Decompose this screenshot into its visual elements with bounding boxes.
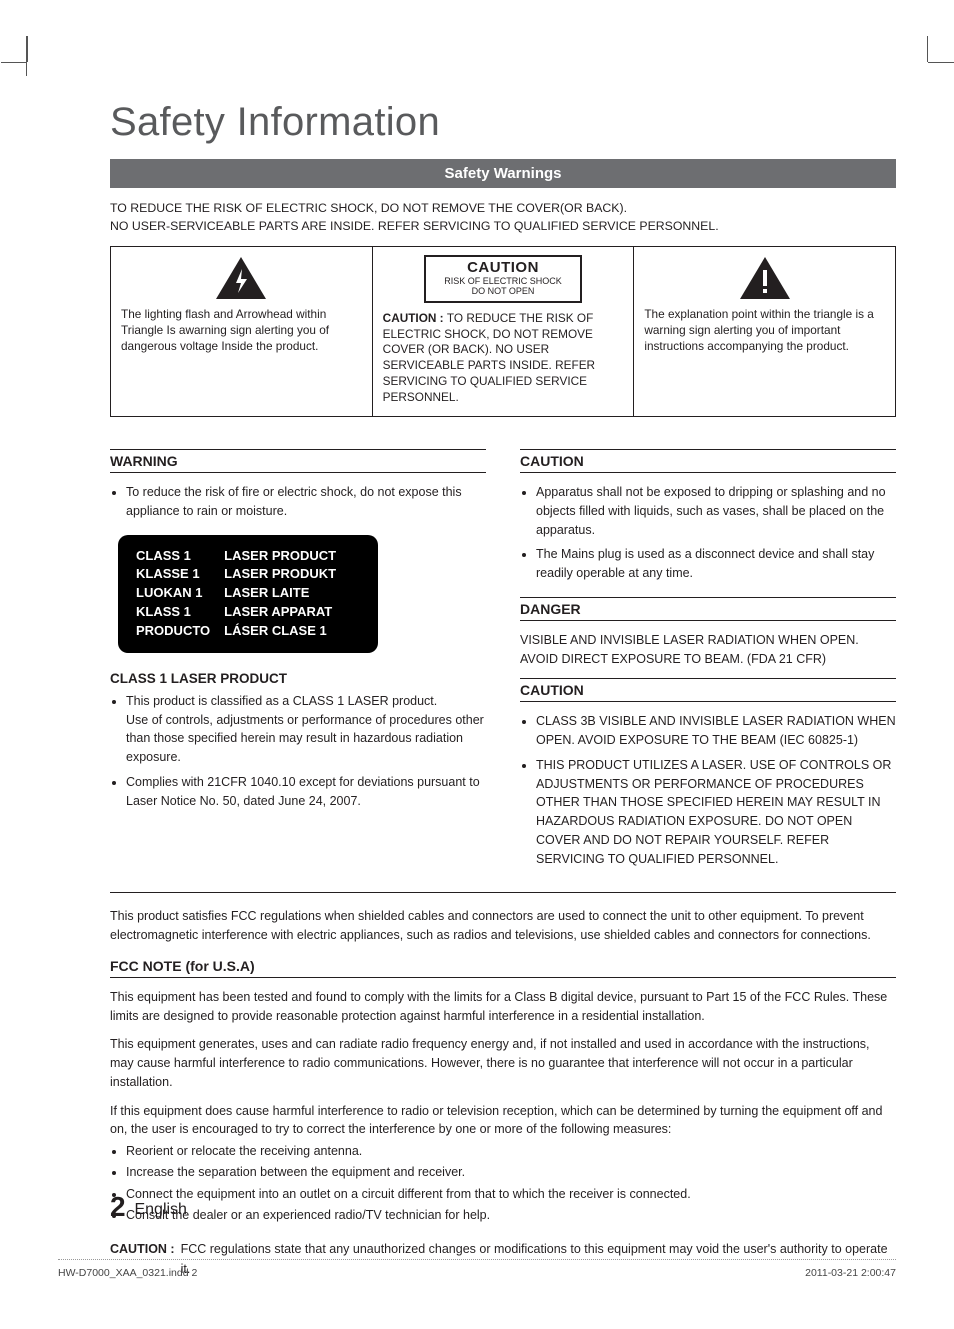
print-slug-filename: HW-D7000_XAA_0321.indd 2	[58, 1267, 197, 1279]
caution1-bullet-1: Apparatus shall not be exposed to drippi…	[536, 483, 896, 539]
page-content: Safety Information Safety Warnings TO RE…	[0, 0, 954, 1329]
warning-heading: WARNING	[110, 449, 486, 473]
class1-list: This product is classified as a CLASS 1 …	[110, 692, 486, 811]
intro-line-1: TO REDUCE THE RISK OF ELECTRIC SHOCK, DO…	[110, 200, 896, 218]
fcc-paragraph-1: This equipment has been tested and found…	[110, 988, 896, 1026]
laser-badge-col1: CLASS 1 KLASSE 1 LUOKAN 1 KLASS 1 PRODUC…	[136, 547, 210, 641]
caution-label: CAUTION :	[383, 311, 447, 325]
danger-paragraph: VISIBLE AND INVISIBLE LASER RADIATION WH…	[520, 631, 896, 669]
right-column: CAUTION Apparatus shall not be exposed t…	[520, 441, 896, 882]
caution2-heading: CAUTION	[520, 678, 896, 702]
triptych-right-text: The explanation point within the triangl…	[644, 307, 885, 355]
caution2-bullet-1: CLASS 3B VISIBLE AND INVISIBLE LASER RAD…	[536, 712, 896, 750]
lightning-triangle-icon	[214, 255, 268, 301]
fcc-heading: FCC NOTE (for U.S.A)	[110, 955, 896, 978]
safety-warnings-banner: Safety Warnings	[110, 159, 896, 188]
fcc-measure-4: Consult the dealer or an experienced rad…	[126, 1205, 896, 1226]
fcc-paragraph-3: If this equipment does cause harmful int…	[110, 1102, 896, 1140]
class1-bullet-1: This product is classified as a CLASS 1 …	[126, 692, 486, 767]
fcc-measure-3: Connect the equipment into an outlet on …	[126, 1184, 896, 1205]
intro-block: TO REDUCE THE RISK OF ELECTRIC SHOCK, DO…	[110, 200, 896, 236]
triptych-left-cell: The lighting flash and Arrowhead within …	[111, 247, 373, 416]
caution-box-sub1: RISK OF ELECTRIC SHOCK	[444, 276, 562, 286]
page-number: 2	[110, 1191, 126, 1222]
two-column-region: WARNING To reduce the risk of fire or el…	[110, 441, 896, 882]
caution-box: CAUTION RISK OF ELECTRIC SHOCK DO NOT OP…	[424, 255, 582, 303]
print-slug: HW-D7000_XAA_0321.indd 2 2011-03-21 2:00…	[58, 1267, 896, 1279]
caution1-bullet-2: The Mains plug is used as a disconnect d…	[536, 545, 896, 583]
fcc-measures-list: Reorient or relocate the receiving anten…	[110, 1141, 896, 1226]
warning-bullet-1: To reduce the risk of fire or electric s…	[126, 483, 486, 521]
laser-badge-col2: LASER PRODUCT LASER PRODUKT LASER LAITE …	[224, 547, 336, 641]
fcc-pre-paragraph: This product satisfies FCC regulations w…	[110, 907, 896, 945]
class1-heading: CLASS 1 LASER PRODUCT	[110, 671, 486, 686]
caution-box-title: CAUTION	[444, 259, 562, 276]
class1-laser-badge: CLASS 1 KLASSE 1 LUOKAN 1 KLASS 1 PRODUC…	[118, 535, 378, 653]
page-language: English	[134, 1201, 186, 1218]
fcc-paragraph-2: This equipment generates, uses and can r…	[110, 1035, 896, 1091]
page-title: Safety Information	[110, 100, 896, 145]
triptych-right-cell: The explanation point within the triangl…	[634, 247, 895, 416]
caution-box-sub2: DO NOT OPEN	[444, 286, 562, 296]
class1-bullet-2: Complies with 21CFR 1040.10 except for d…	[126, 773, 486, 811]
print-slug-timestamp: 2011-03-21 2:00:47	[805, 1267, 896, 1279]
left-column: WARNING To reduce the risk of fire or el…	[110, 441, 486, 882]
triptych-center-cell: CAUTION RISK OF ELECTRIC SHOCK DO NOT OP…	[373, 247, 635, 416]
exclamation-triangle-icon	[738, 255, 792, 301]
triptych-center-text: CAUTION : TO REDUCE THE RISK OF ELECTRIC…	[383, 311, 624, 407]
caution-triptych: The lighting flash and Arrowhead within …	[110, 246, 896, 417]
crop-mark-top-left	[26, 36, 66, 76]
divider	[110, 892, 896, 893]
caution2-bullet-2: THIS PRODUCT UTILIZES A LASER. USE OF CO…	[536, 756, 896, 869]
page-footer: 2 English	[110, 1191, 187, 1223]
caution2-list: CLASS 3B VISIBLE AND INVISIBLE LASER RAD…	[520, 712, 896, 868]
danger-heading: DANGER	[520, 597, 896, 621]
caution1-list: Apparatus shall not be exposed to drippi…	[520, 483, 896, 583]
fcc-measure-1: Reorient or relocate the receiving anten…	[126, 1141, 896, 1162]
triptych-left-text: The lighting flash and Arrowhead within …	[121, 307, 362, 355]
caution1-heading: CAUTION	[520, 449, 896, 473]
warning-list: To reduce the risk of fire or electric s…	[110, 483, 486, 521]
intro-line-2: NO USER-SERVICEABLE PARTS ARE INSIDE. RE…	[110, 218, 896, 236]
fcc-measure-2: Increase the separation between the equi…	[126, 1162, 896, 1183]
